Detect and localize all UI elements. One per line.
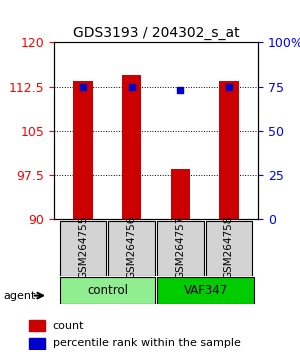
FancyBboxPatch shape: [157, 277, 254, 304]
Bar: [122, 75, 141, 219]
Text: GSM264755: GSM264755: [78, 216, 88, 280]
Bar: [171, 169, 190, 219]
FancyBboxPatch shape: [206, 221, 252, 276]
Text: VAF347: VAF347: [183, 284, 228, 297]
Bar: [219, 81, 239, 219]
Title: GDS3193 / 204302_s_at: GDS3193 / 204302_s_at: [73, 26, 239, 40]
Text: control: control: [87, 284, 128, 297]
FancyBboxPatch shape: [157, 221, 204, 276]
Text: agent: agent: [3, 291, 35, 301]
Bar: [74, 81, 93, 219]
Text: GSM264757: GSM264757: [175, 216, 185, 280]
Text: GSM264758: GSM264758: [224, 216, 234, 280]
Bar: [28, 320, 45, 331]
Text: percentile rank within the sample: percentile rank within the sample: [53, 338, 241, 348]
Bar: [28, 338, 45, 349]
FancyBboxPatch shape: [60, 277, 155, 304]
FancyBboxPatch shape: [108, 221, 155, 276]
FancyBboxPatch shape: [60, 221, 106, 276]
Text: GSM264756: GSM264756: [127, 216, 137, 280]
Text: count: count: [53, 321, 84, 331]
